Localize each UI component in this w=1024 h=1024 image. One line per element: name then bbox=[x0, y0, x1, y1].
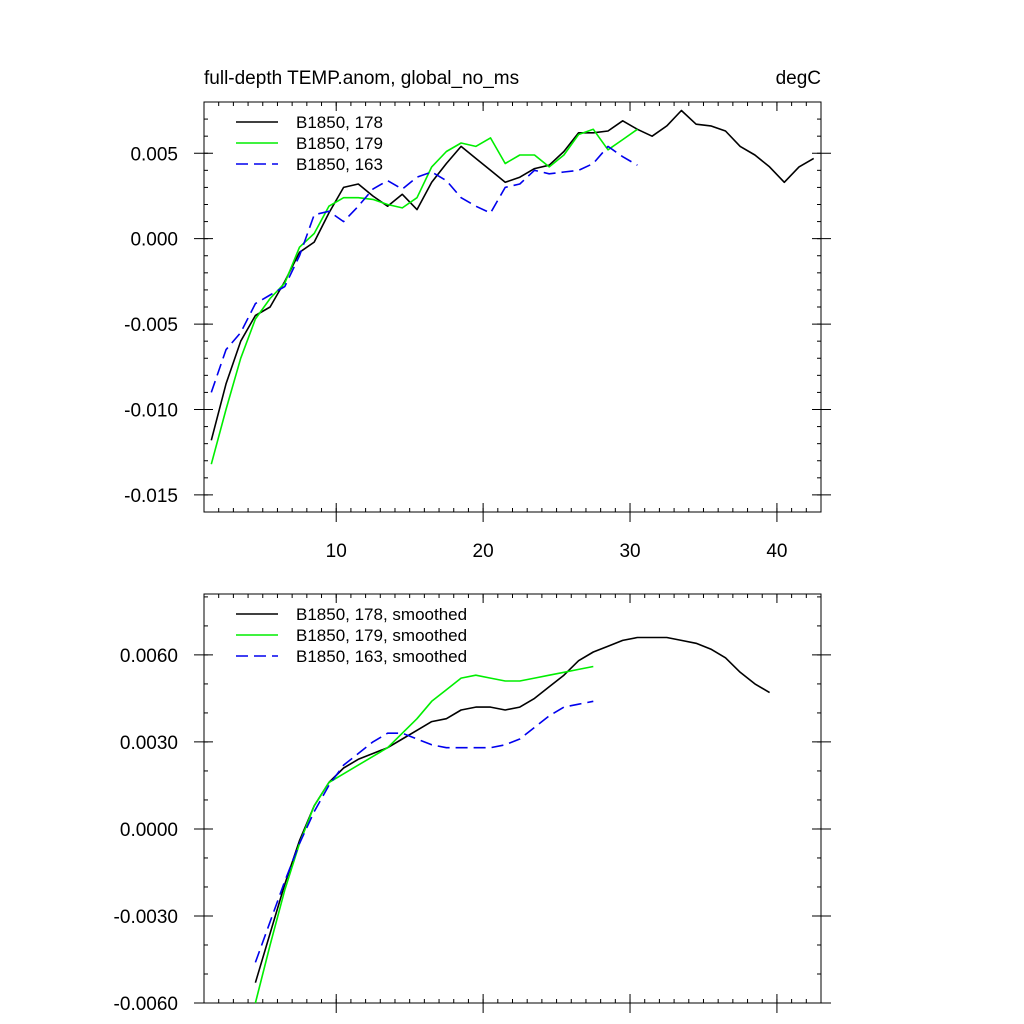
y-tick-label: -0.010 bbox=[124, 401, 178, 422]
top-panel: 10 20 30 40 -0.015 -0.010 -0.005 0.000 0.005 full… bbox=[124, 68, 831, 562]
y-tick-label: -0.005 bbox=[124, 315, 178, 336]
series-line bbox=[254, 636, 771, 983]
series-line bbox=[254, 700, 594, 963]
series-line bbox=[210, 145, 638, 393]
legend-label: B1850, 163, smoothed bbox=[296, 647, 467, 666]
legend-label: B1850, 179, smoothed bbox=[296, 626, 467, 645]
y-tick-label: 0.0000 bbox=[120, 820, 178, 841]
x-tick-label: 20 bbox=[473, 541, 494, 562]
x-tick-label: 40 bbox=[766, 541, 787, 562]
y-tick-label: 0.005 bbox=[130, 144, 178, 165]
units-label: degC bbox=[776, 68, 821, 89]
y-tick-label: 0.000 bbox=[130, 230, 178, 251]
chart-title: full-depth TEMP.anom, global_no_ms bbox=[204, 68, 519, 89]
y-tick-label: 0.0030 bbox=[120, 733, 178, 754]
series-line bbox=[210, 109, 815, 441]
legend-label: B1850, 179 bbox=[296, 134, 383, 153]
y-tick-label: -0.0030 bbox=[114, 907, 178, 928]
legend-label: B1850, 178 bbox=[296, 113, 383, 132]
series-line bbox=[210, 128, 638, 465]
series-line bbox=[254, 665, 594, 1004]
y-tick-label: -0.015 bbox=[124, 486, 178, 507]
y-tick-label: 0.0060 bbox=[120, 646, 178, 667]
x-tick-label: 10 bbox=[326, 541, 347, 562]
x-tick-label: 30 bbox=[619, 541, 640, 562]
bottom-panel: -0.0060 -0.0030 0.0000 0.0030 0.0060 B1850, 1… bbox=[114, 593, 831, 1015]
legend-label: B1850, 163 bbox=[296, 155, 383, 174]
y-tick-label: -0.0060 bbox=[114, 994, 178, 1015]
legend-label: B1850, 178, smoothed bbox=[296, 605, 467, 624]
